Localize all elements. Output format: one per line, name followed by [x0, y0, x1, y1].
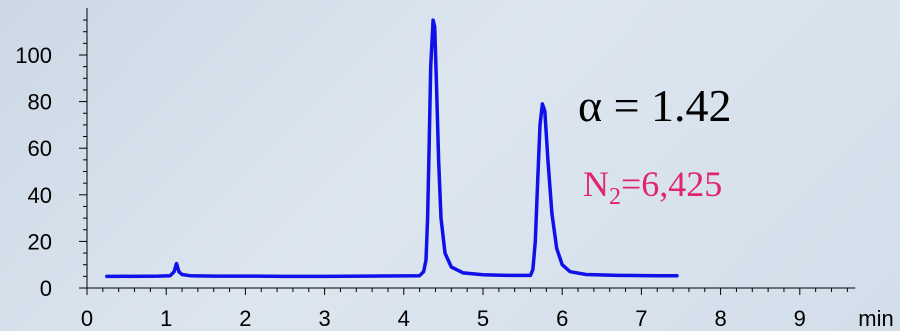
- x-tick-label: 2: [239, 306, 251, 331]
- series-line: [105, 18, 679, 279]
- y-tick-label: 0: [40, 276, 52, 301]
- x-tick-label: 7: [635, 306, 647, 331]
- x-tick-label: 6: [556, 306, 568, 331]
- x-tick-label: 0: [81, 306, 93, 331]
- y-tick-label: 60: [28, 136, 52, 161]
- alpha-annotation: α = 1.42: [578, 80, 732, 131]
- y-tick-label: 100: [15, 43, 52, 68]
- x-axis-label: min: [858, 306, 893, 331]
- plate-count-symbol: N: [583, 164, 609, 204]
- y-tick-label: 20: [28, 229, 52, 254]
- y-tick-label: 40: [28, 183, 52, 208]
- x-tick-label: 4: [398, 306, 410, 331]
- y-tick-labels: 0 20 40 60 80 100: [15, 43, 52, 301]
- y-tick-label: 80: [28, 90, 52, 115]
- x-tick-label: 5: [477, 306, 489, 331]
- plate-count-subscript: 2: [609, 184, 621, 210]
- x-tick-label: 1: [160, 306, 172, 331]
- axes: [79, 8, 856, 295]
- x-tick-labels: 0 1 2 3 4 5 6 7 8 9: [81, 306, 806, 331]
- x-tick-label: 9: [794, 306, 806, 331]
- plate-count-value: =6,425: [621, 164, 722, 204]
- x-tick-label: 3: [318, 306, 330, 331]
- x-tick-label: 8: [714, 306, 726, 331]
- plate-count-annotation: N2=6,425: [583, 164, 722, 210]
